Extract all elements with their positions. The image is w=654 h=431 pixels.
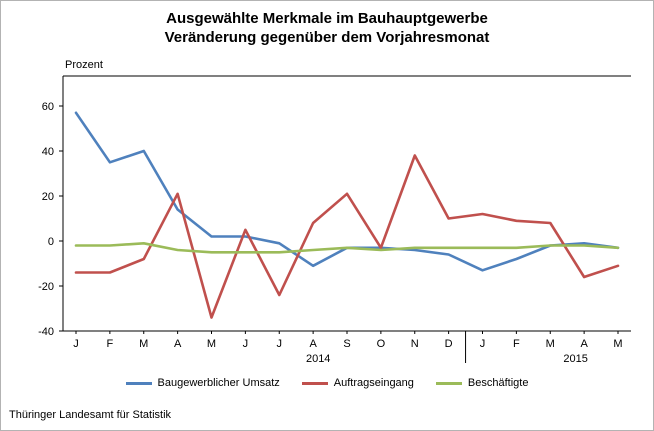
y-tick-label: 0 — [48, 236, 54, 248]
legend-label: Beschäftigte — [467, 377, 529, 389]
y-tick-label: -20 — [38, 281, 54, 293]
month-label: M — [613, 338, 622, 350]
legend-line-swatch — [435, 381, 462, 385]
y-tick-label: 20 — [42, 191, 54, 203]
month-label: J — [480, 338, 486, 350]
legend-label: Auftragseingang — [333, 377, 414, 389]
legend-item: Auftragseingang — [301, 377, 414, 389]
legend-line-swatch — [125, 381, 152, 385]
series-line-besch-ftigte — [74, 242, 620, 254]
month-label: O — [377, 338, 386, 350]
year-label: 2015 — [563, 353, 587, 365]
chart-title-line1: Ausgewählte Merkmale im Bauhauptgewerbe — [166, 10, 488, 27]
month-label: J — [277, 338, 283, 350]
month-label: M — [546, 338, 555, 350]
y-tick-label: -40 — [38, 326, 54, 338]
month-label: J — [73, 338, 79, 350]
series-line-auftragseingang — [74, 154, 620, 319]
y-axis-title: Prozent — [65, 59, 103, 71]
chart-legend: Baugewerblicher Umsatz Auftragseingang Bes… — [1, 377, 653, 389]
y-tick-label: 40 — [42, 146, 54, 158]
month-label: J — [243, 338, 249, 350]
month-label: A — [580, 338, 588, 350]
chart-title-line2: Veränderung gegenüber dem Vorjahresmonat — [164, 29, 490, 46]
legend-label: Baugewerblicher Umsatz — [157, 377, 280, 389]
month-label: N — [411, 338, 419, 350]
chart-title: Ausgewählte Merkmale im Bauhauptgewerbe … — [1, 9, 653, 47]
month-label: D — [445, 338, 453, 350]
month-label: M — [207, 338, 216, 350]
month-label: M — [139, 338, 148, 350]
source-attribution: Thüringer Landesamt für Statistik — [9, 409, 172, 421]
legend-item: Beschäftigte — [435, 377, 529, 389]
month-label: F — [107, 338, 114, 350]
month-label: A — [309, 338, 317, 350]
y-tick-label: 60 — [42, 101, 54, 113]
month-label: F — [513, 338, 520, 350]
year-label: 2014 — [306, 353, 330, 365]
month-label: A — [174, 338, 182, 350]
legend-line-swatch — [301, 381, 328, 385]
legend-item: Baugewerblicher Umsatz — [125, 377, 280, 389]
month-label: S — [343, 338, 350, 350]
